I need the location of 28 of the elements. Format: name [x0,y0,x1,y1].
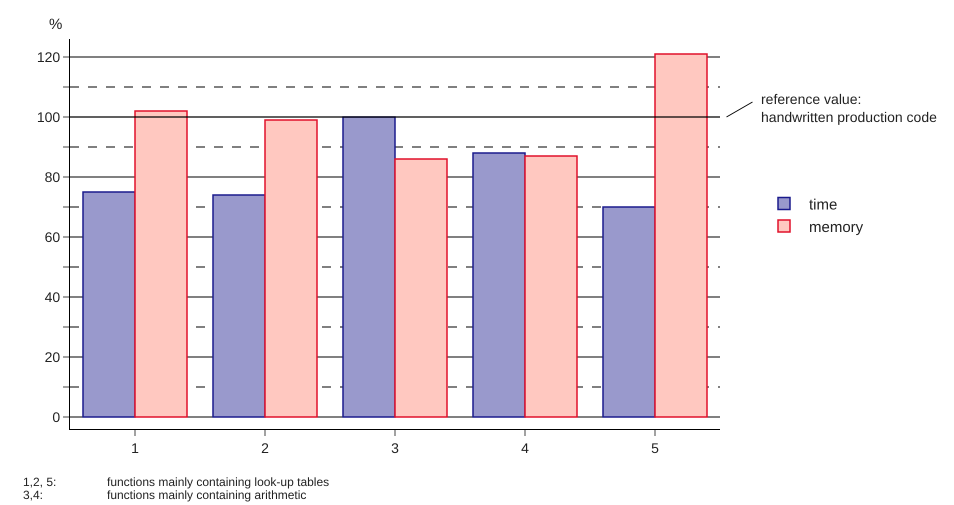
bar [82,191,136,418]
text: 3,4: functions mainly containing arithmetic [23,488,306,502]
x-tick-label: 5 [651,440,660,456]
y-tick-label: 60 [44,228,60,245]
x-tick-label: 2 [261,440,270,456]
bar [524,155,578,418]
y-tick-label: 120 [36,48,60,65]
ref-line-label: reference value: handwritten production code [761,91,938,126]
bar [602,206,656,418]
legend-label: memory [809,218,864,236]
y-axis-title: % [49,16,62,33]
x-tick-label: 3 [391,440,400,456]
x-tick-label: 4 [521,440,530,456]
bar [472,152,526,418]
legend-label: time [809,196,838,214]
bar [212,194,266,418]
bar [394,158,448,418]
bar [134,110,188,418]
y-tick-label: 0 [52,408,60,425]
bar [342,116,396,418]
bar [654,53,708,418]
y-tick-label: 100 [36,108,60,125]
x-tick-label: 1 [131,440,140,456]
y-tick-label: 40 [44,288,60,305]
y-tick-label: 80 [44,168,60,185]
y-tick-label: 20 [44,348,60,365]
bar [264,119,318,418]
text: 1,2, 5: functions mainly containing look-up tables [23,475,330,489]
